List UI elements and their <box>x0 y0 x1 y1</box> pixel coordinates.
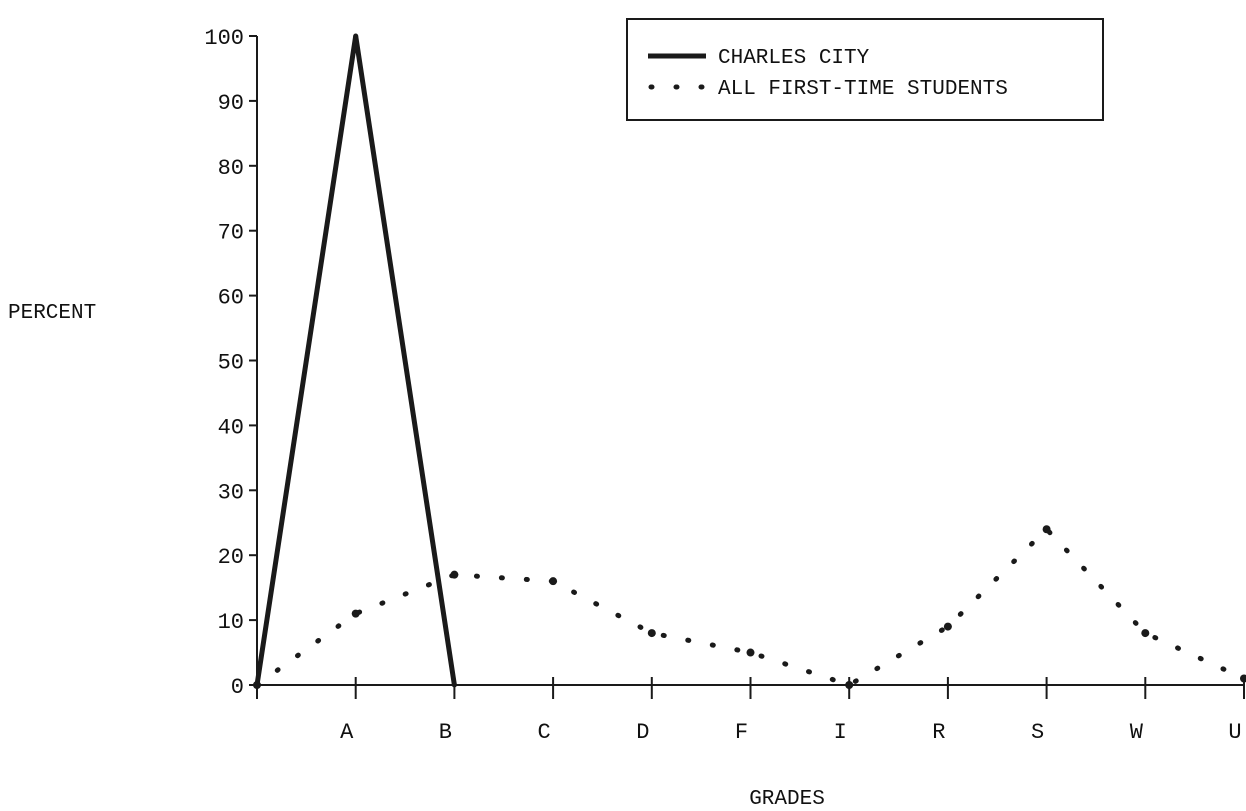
y-tick-label: 60 <box>218 286 244 311</box>
y-tick-label: 20 <box>218 545 244 570</box>
x-tick-label: A <box>340 720 354 745</box>
x-tick-label: W <box>1130 720 1144 745</box>
y-tick-label: 0 <box>231 675 244 700</box>
data-point-all-first-time-students <box>647 629 656 638</box>
data-point-all-first-time-students <box>1240 674 1246 683</box>
legend-label-all-first-time: ALL FIRST-TIME STUDENTS <box>718 78 1008 101</box>
y-tick-label: 50 <box>218 351 244 376</box>
y-tick-label: 10 <box>218 610 244 635</box>
series-line-charles-city <box>254 35 457 686</box>
y-ticks: 0 10 20 30 40 50 60 70 80 90 100 <box>204 26 257 700</box>
y-axis-title: PERCENT <box>8 302 96 325</box>
data-point-all-first-time-students <box>1141 629 1150 638</box>
x-tick-label: R <box>932 720 945 745</box>
data-point-all-first-time-students <box>1042 525 1051 534</box>
data-point-charles-city <box>353 33 359 39</box>
data-point-all-first-time-students <box>351 609 360 618</box>
series-line-all-first-time-students <box>254 525 1246 688</box>
x-axis-title: GRADES <box>749 788 825 811</box>
x-tick-label: D <box>636 720 649 745</box>
x-tick-label: C <box>537 720 550 745</box>
legend: CHARLES CITY ALL FIRST-TIME STUDENTS <box>626 18 1104 121</box>
data-point-all-first-time-students <box>845 681 854 689</box>
data-point-charles-city <box>451 682 457 688</box>
y-tick-label: 70 <box>218 221 244 246</box>
series-layer <box>253 33 1246 689</box>
data-point-all-first-time-students <box>253 681 261 689</box>
data-point-all-first-time-students <box>943 622 952 631</box>
y-tick-label: 90 <box>218 91 244 116</box>
data-point-all-first-time-students <box>746 648 755 657</box>
y-tick-label: 80 <box>218 156 244 181</box>
x-tick-label: B <box>439 720 452 745</box>
legend-box <box>626 18 1104 121</box>
legend-label-charles-city: CHARLES CITY <box>718 47 870 70</box>
y-tick-label: 30 <box>218 480 244 505</box>
x-tick-label: F <box>735 720 748 745</box>
data-point-all-first-time-students <box>450 570 459 579</box>
y-tick-label: 40 <box>218 415 244 440</box>
x-tick-label: U <box>1228 720 1241 745</box>
data-point-all-first-time-students <box>549 577 558 586</box>
x-tick-label: I <box>834 720 847 745</box>
x-tick-label: S <box>1031 720 1044 745</box>
y-tick-label: 100 <box>204 26 244 51</box>
